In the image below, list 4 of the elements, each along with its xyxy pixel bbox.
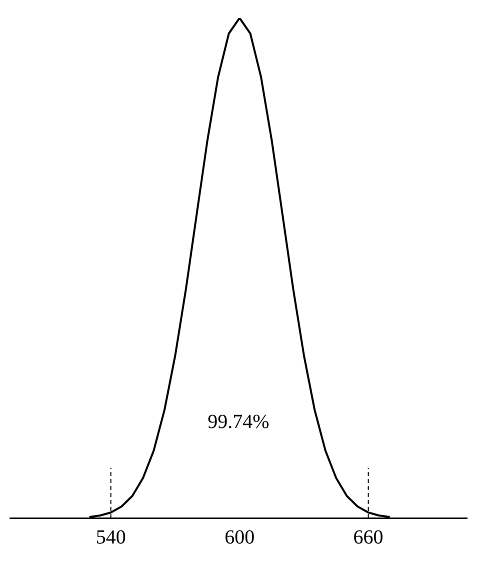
x-tick-label: 540: [96, 526, 126, 548]
x-tick-label: 600: [224, 526, 255, 548]
x-tick-label: 660: [353, 526, 384, 548]
annotation: 99.74%: [208, 411, 270, 433]
